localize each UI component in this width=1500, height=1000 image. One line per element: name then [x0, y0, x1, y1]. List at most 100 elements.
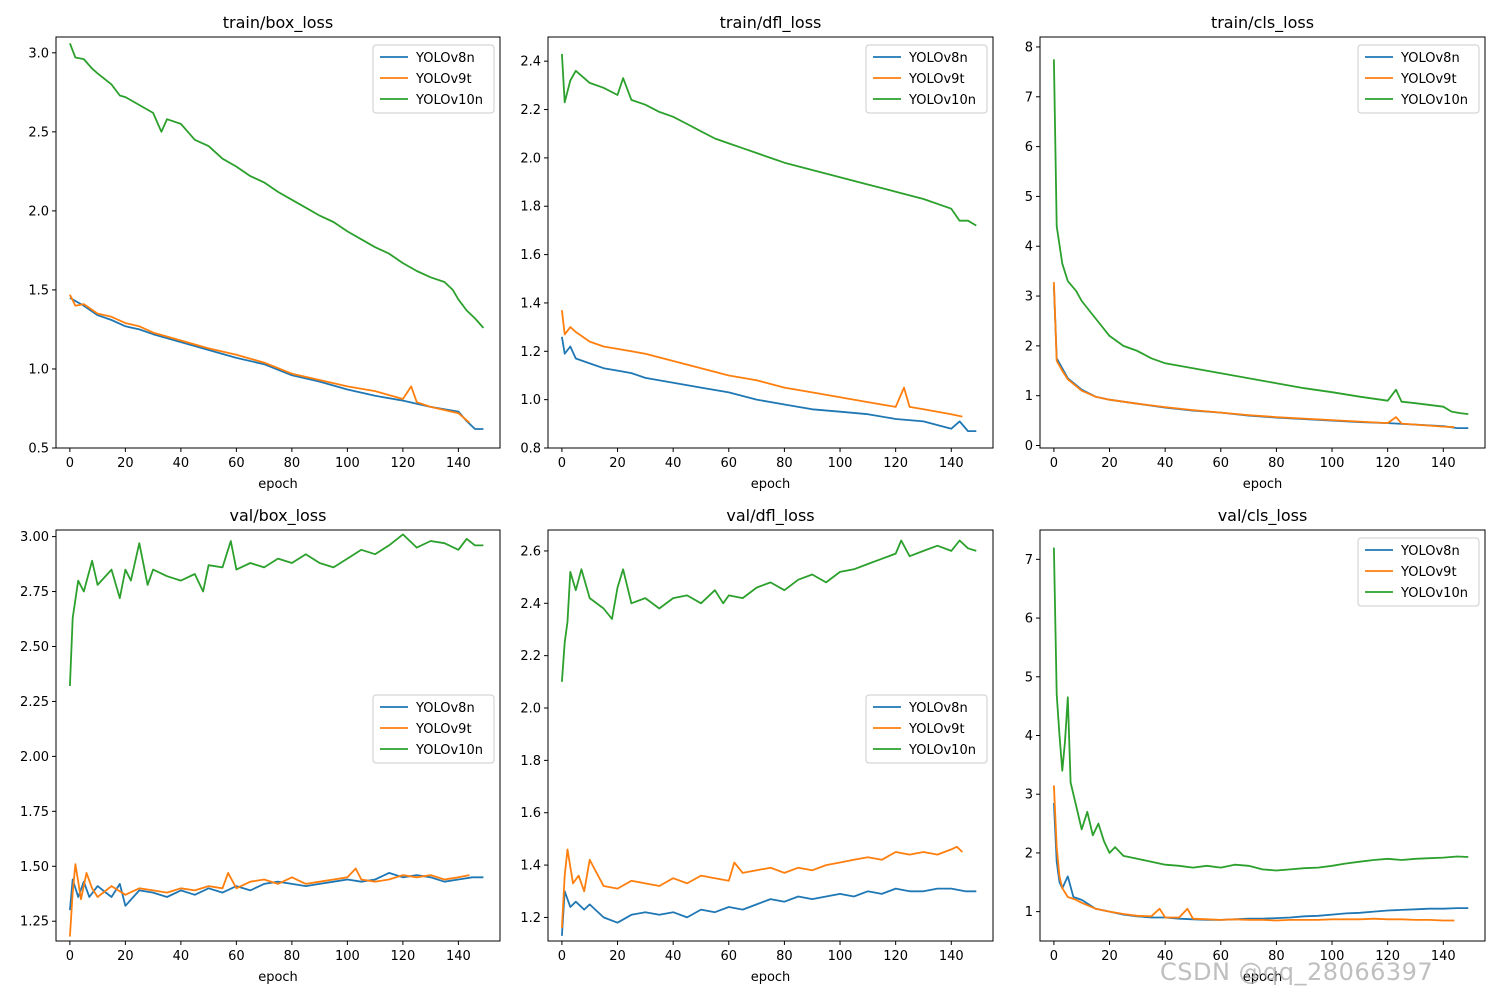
legend-label: YOLOv8n — [415, 701, 475, 716]
x-tick-label: 120 — [883, 949, 908, 964]
y-tick-label: 2 — [1025, 846, 1033, 861]
legend-label: YOLOv9t — [1400, 565, 1457, 580]
x-tick-label: 40 — [1157, 456, 1174, 471]
y-tick-label: 1.2 — [520, 345, 541, 360]
legend-label: YOLOv10n — [908, 743, 976, 758]
y-tick-label: 3.0 — [28, 46, 49, 61]
x-tick-label: 100 — [1320, 456, 1345, 471]
x-tick-label: 80 — [1268, 949, 1285, 964]
series-line-yolov10n — [561, 539, 977, 682]
subplot-title: train/box_loss — [223, 13, 333, 33]
legend: YOLOv8n YOLOv9t YOLOv10n — [865, 44, 988, 114]
y-tick-label: 2.00 — [20, 750, 49, 765]
legend-label: YOLOv8n — [415, 51, 475, 66]
subplot-title: val/cls_loss — [1218, 506, 1308, 526]
x-tick-label: 0 — [66, 949, 74, 964]
x-tick-label: 140 — [939, 456, 964, 471]
y-tick-label: 2.75 — [20, 585, 49, 600]
subplot-title: val/box_loss — [230, 506, 327, 526]
x-tick-label: 40 — [173, 456, 190, 471]
x-tick-label: 60 — [721, 949, 738, 964]
subplot-5: val/dfl_loss 0 20 40 60 80 100 120 140 1.2 1.4 1.6 1… — [520, 506, 994, 985]
y-tick-label: 1.75 — [20, 805, 49, 820]
plot-frame — [1039, 36, 1486, 449]
series-line-yolov8n — [69, 297, 484, 430]
x-tick-label: 100 — [335, 456, 360, 471]
legend: YOLOv8n YOLOv9t YOLOv10n — [372, 44, 495, 114]
y-tick-label: 1.8 — [520, 200, 541, 215]
legend-label: YOLOv9t — [415, 722, 472, 737]
x-axis-label: epoch — [1243, 477, 1283, 492]
series-line-yolov9t — [561, 310, 963, 418]
legend-box — [372, 44, 495, 114]
x-tick-label: 120 — [1375, 456, 1400, 471]
y-tick-label: 1 — [1025, 389, 1033, 404]
subplot-6: val/cls_loss 0 20 40 60 80 100 120 140 1 2 3 4 5 6 7 epo… — [1025, 506, 1486, 985]
x-tick-label: 120 — [883, 456, 908, 471]
y-tick-label: 5 — [1025, 670, 1033, 685]
series-line-yolov8n — [1053, 802, 1469, 921]
y-tick-label: 2 — [1025, 339, 1033, 354]
x-tick-label: 40 — [665, 456, 682, 471]
x-tick-label: 120 — [1375, 949, 1400, 964]
plot-frame — [1039, 529, 1486, 942]
y-tick-label: 7 — [1025, 90, 1033, 105]
y-tick-label: 2.2 — [520, 649, 541, 664]
y-tick-label: 2.0 — [520, 702, 541, 717]
x-tick-label: 40 — [173, 949, 190, 964]
subplot-title: train/dfl_loss — [720, 13, 822, 33]
legend-label: YOLOv10n — [1400, 586, 1468, 601]
series-line-yolov10n — [561, 53, 977, 227]
x-tick-label: 20 — [117, 456, 134, 471]
legend: YOLOv8n YOLOv9t YOLOv10n — [1357, 44, 1480, 114]
y-tick-label: 2.4 — [520, 597, 541, 612]
legend-box — [1357, 44, 1480, 114]
watermark-text: CSDN @qq_28066397 — [1160, 958, 1434, 986]
x-tick-label: 120 — [390, 456, 415, 471]
x-tick-label: 20 — [1101, 949, 1118, 964]
x-tick-label: 140 — [446, 456, 471, 471]
y-tick-label: 2.50 — [20, 640, 49, 655]
y-tick-label: 2.5 — [28, 125, 49, 140]
x-tick-label: 60 — [1213, 456, 1230, 471]
y-tick-label: 1 — [1025, 905, 1033, 920]
x-tick-label: 60 — [228, 456, 245, 471]
x-tick-label: 40 — [1157, 949, 1174, 964]
y-tick-label: 2.0 — [28, 204, 49, 219]
series-line-yolov9t — [561, 845, 964, 928]
legend-box — [372, 694, 495, 764]
legend-label: YOLOv10n — [415, 743, 483, 758]
x-tick-label: 100 — [828, 949, 853, 964]
x-tick-label: 140 — [1431, 456, 1456, 471]
x-tick-label: 20 — [609, 949, 626, 964]
legend-label: YOLOv8n — [1400, 544, 1460, 559]
y-tick-label: 2.25 — [20, 695, 49, 710]
series-line-yolov8n — [561, 887, 977, 936]
x-tick-label: 0 — [66, 456, 74, 471]
x-tick-label: 100 — [335, 949, 360, 964]
y-tick-label: 1.4 — [520, 296, 541, 311]
legend: YOLOv8n YOLOv9t YOLOv10n — [1357, 537, 1480, 607]
subplot-2: train/dfl_loss 0 20 40 60 80 100 120 140 0.8 1.0 1.… — [520, 13, 994, 492]
y-tick-label: 2.0 — [520, 151, 541, 166]
x-tick-label: 60 — [228, 949, 245, 964]
y-tick-label: 5 — [1025, 190, 1033, 205]
y-tick-label: 6 — [1025, 612, 1033, 627]
plot-frame — [55, 36, 501, 449]
x-tick-label: 0 — [1050, 949, 1058, 964]
legend-label: YOLOv8n — [1400, 51, 1460, 66]
x-axis-label: epoch — [751, 477, 791, 492]
subplot-title: train/cls_loss — [1211, 13, 1314, 33]
x-tick-label: 0 — [1050, 456, 1058, 471]
subplot-title: val/dfl_loss — [726, 506, 814, 526]
x-axis-label: epoch — [1243, 970, 1283, 985]
x-axis-label: epoch — [258, 970, 298, 985]
x-axis-label: epoch — [751, 970, 791, 985]
y-tick-label: 4 — [1025, 729, 1033, 744]
x-tick-label: 60 — [721, 456, 738, 471]
legend-label: YOLOv9t — [415, 72, 472, 87]
y-tick-label: 3 — [1025, 290, 1033, 305]
x-tick-label: 100 — [828, 456, 853, 471]
y-tick-label: 2.4 — [520, 55, 541, 70]
